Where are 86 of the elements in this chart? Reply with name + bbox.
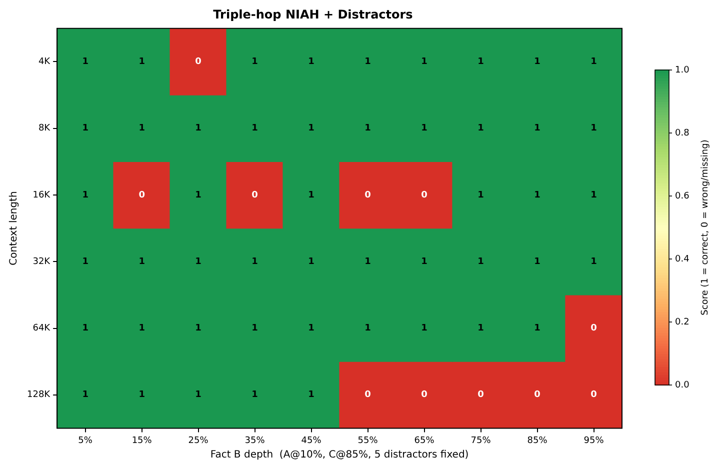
data-label: 0 [138, 190, 145, 200]
data-label: 1 [82, 190, 88, 200]
data-label: 0 [364, 390, 371, 400]
x-axis-title: Fact B depth (A@10%, C@85%, 5 distractors fixed) [210, 450, 469, 461]
x-tick-label: 85% [527, 436, 548, 446]
data-label: 0 [590, 390, 597, 400]
data-label: 1 [590, 57, 597, 68]
data-label: 1 [364, 256, 371, 267]
data-label: 1 [195, 324, 202, 334]
y-tick-label: 8K [38, 124, 52, 134]
x-tick-label: 5% [78, 436, 93, 446]
data-label: 1 [534, 124, 540, 134]
data-label: 1 [478, 57, 484, 68]
x-tick-label: 75% [470, 436, 492, 446]
y-tick-label: 64K [32, 324, 52, 334]
data-label: 1 [534, 190, 540, 200]
data-label: 0 [590, 324, 597, 334]
x-tick-label: 35% [244, 436, 266, 446]
data-label: 1 [364, 124, 371, 134]
data-label: 0 [421, 390, 428, 400]
y-tick-label: 16K [32, 190, 52, 200]
x-tick-label: 95% [584, 436, 604, 446]
y-axis-title: Context length [8, 191, 20, 266]
color-bar-label: 0.8 [675, 128, 690, 138]
data-label: 1 [82, 57, 88, 68]
data-label: 1 [590, 256, 597, 267]
data-label: 1 [534, 57, 540, 68]
data-label: 1 [421, 124, 428, 134]
color-bar-label: 0.4 [675, 254, 690, 264]
data-label: 1 [308, 57, 314, 68]
color-bar-label: 0.6 [675, 191, 690, 202]
data-label: 1 [195, 256, 202, 267]
x-tick-label: 55% [358, 436, 378, 446]
data-label: 1 [82, 390, 88, 400]
data-label: 1 [195, 390, 202, 400]
data-label: 1 [364, 324, 371, 334]
data-label: 1 [138, 57, 145, 68]
data-label: 1 [534, 324, 540, 334]
data-label: 0 [195, 57, 202, 68]
color-bar-label: 1.0 [675, 65, 690, 76]
chart-title: Triple-hop NIAH + Distractors [213, 7, 413, 22]
color-bar-label: 0.2 [675, 317, 690, 328]
data-label: 1 [308, 124, 314, 134]
data-label: 1 [138, 256, 145, 267]
data-label: 1 [138, 324, 145, 334]
data-label: 1 [478, 256, 484, 267]
data-label: 1 [138, 124, 145, 134]
data-label: 1 [82, 324, 88, 334]
data-label: 1 [252, 390, 258, 400]
data-label: 0 [364, 190, 371, 200]
data-label: 1 [308, 390, 314, 400]
data-label: 1 [590, 124, 597, 134]
data-label: 1 [421, 324, 428, 334]
data-label: 1 [590, 190, 597, 200]
data-label: 1 [252, 256, 258, 267]
data-label: 0 [478, 390, 484, 400]
data-label: 1 [195, 124, 202, 134]
data-label: 1 [421, 57, 428, 68]
data-label: 1 [82, 256, 88, 267]
data-label: 1 [252, 57, 258, 68]
color-bar-label: 0.0 [675, 380, 690, 390]
data-label: 0 [534, 390, 540, 400]
data-label: 1 [308, 324, 314, 334]
x-tick-label: 25% [188, 436, 209, 446]
data-label: 0 [421, 190, 428, 200]
data-label: 1 [82, 124, 88, 134]
y-tick-label: 4K [38, 57, 52, 68]
y-tick-label: 128K [26, 390, 52, 400]
color-bar-title: Score (1 = correct, 0 = wrong/missing) [700, 140, 710, 316]
data-label: 1 [252, 124, 258, 134]
y-tick-label: 32K [32, 256, 52, 267]
data-label: 1 [478, 124, 484, 134]
x-tick-label: 45% [301, 436, 322, 446]
data-label: 1 [534, 256, 540, 267]
data-label: 1 [478, 190, 484, 200]
data-label: 1 [308, 256, 314, 267]
data-label: 1 [364, 57, 371, 68]
data-label: 1 [421, 256, 428, 267]
x-tick-label: 65% [414, 436, 435, 446]
data-label: 1 [138, 390, 145, 400]
data-label: 0 [252, 190, 258, 200]
x-tick-label: 15% [132, 436, 152, 446]
data-label: 1 [308, 190, 314, 200]
data-label: 1 [478, 324, 484, 334]
data-label: 1 [252, 324, 258, 334]
data-label: 1 [195, 190, 202, 200]
